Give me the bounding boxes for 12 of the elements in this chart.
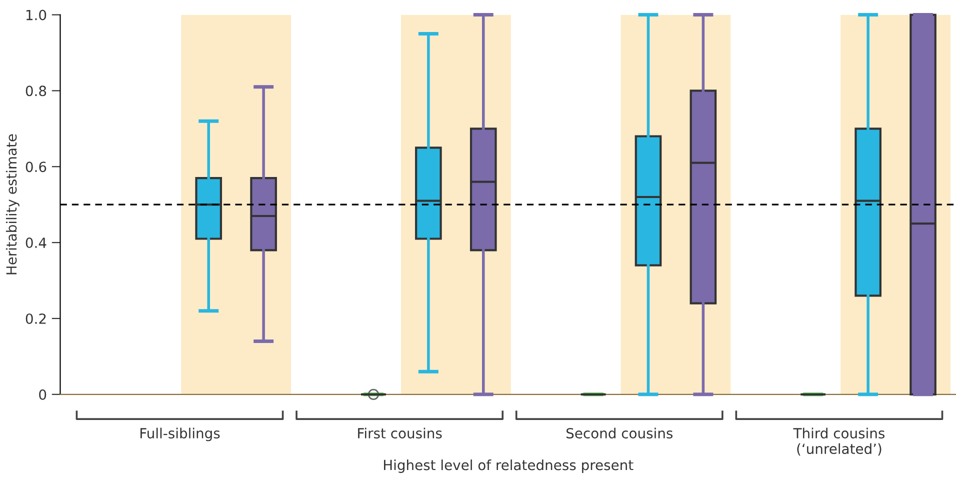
y-tick-label: 0: [39, 389, 46, 400]
x-axis-title: Highest level of relatedness present: [384, 460, 634, 473]
x-tick-label: Full-siblings: [140, 428, 220, 442]
y-tick-label: 1.0: [26, 10, 46, 20]
x-tick-label: Third cousins (‘unrelated’): [793, 428, 884, 456]
x-tick-label: Second cousins: [566, 428, 673, 438]
y-tick-label: 0.8: [26, 86, 46, 96]
y-tick-label: 0.2: [26, 313, 46, 324]
y-axis-title: Heritability estimate: [6, 134, 20, 274]
x-tick-label: First cousins: [358, 428, 442, 438]
y-tick-label: 0.4: [26, 238, 46, 248]
y-tick-label: 0.6: [26, 162, 46, 172]
